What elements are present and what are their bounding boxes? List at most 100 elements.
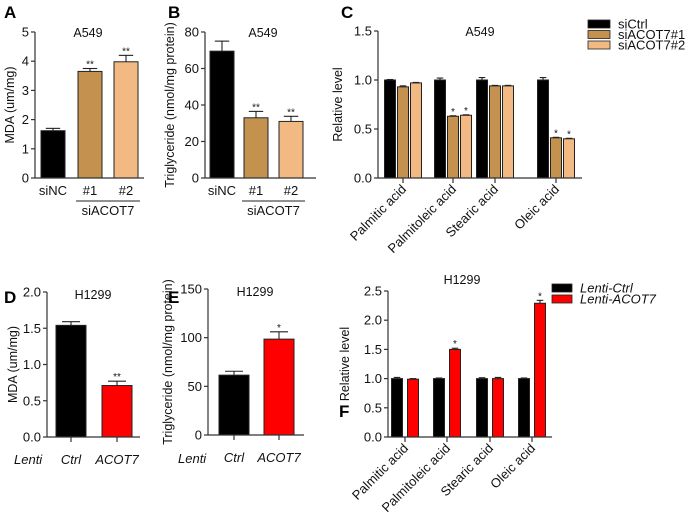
x-tick-label: Oleic acid: [487, 441, 538, 492]
bar: [263, 338, 295, 436]
x-tick-label: ACOT7: [94, 452, 139, 467]
chart-title: A549: [248, 26, 277, 40]
row-label: Lenti: [178, 451, 207, 466]
bar: [476, 79, 488, 179]
y-tick-label: 2: [22, 112, 29, 127]
significance-label: *: [554, 128, 558, 139]
y-tick-label: 1.0: [23, 357, 41, 372]
bar: [489, 85, 501, 179]
legend-label: Lenti-ACOT7: [580, 292, 657, 307]
significance-label: **: [86, 60, 94, 71]
significance-label: *: [567, 129, 571, 140]
y-tick-label: 0.0: [23, 430, 41, 445]
y-tick-label: 1.5: [354, 24, 372, 39]
legend-label: Lenti-Ctrl: [580, 281, 634, 296]
significance-label: **: [252, 102, 260, 113]
bar: [433, 378, 445, 438]
x-tick-label: Ctrl: [224, 450, 245, 465]
bar: [55, 324, 87, 438]
y-tick-label: 60: [185, 61, 199, 76]
y-tick-label: 0.5: [354, 122, 372, 137]
bar: [278, 120, 304, 179]
significance-label: *: [464, 106, 468, 117]
x-tick-label: ACOT7: [256, 450, 301, 465]
y-tick-label: 0.5: [364, 400, 382, 415]
y-tick-label: 3: [22, 83, 29, 98]
x-tick-label: Oleic acid: [511, 182, 562, 233]
bar: [449, 348, 461, 438]
y-tick-label: 4: [22, 54, 29, 69]
bar: [410, 82, 422, 179]
y-tick-label: 1.5: [23, 321, 41, 336]
bar: [397, 86, 409, 179]
y-tick-label: 1.0: [354, 73, 372, 88]
y-axis-label: Relative level: [338, 327, 352, 401]
chart-title: H1299: [444, 273, 481, 287]
bar: [460, 114, 472, 179]
legend-swatch: [587, 19, 611, 29]
y-tick-label: 2.5: [364, 284, 382, 299]
x-tick-label: #2: [284, 183, 298, 198]
bar: [218, 374, 250, 436]
legend-swatch: [587, 30, 611, 39]
legend-swatch: [551, 283, 573, 293]
y-axis-label: Relative level: [331, 67, 345, 141]
y-tick-label: 0: [192, 171, 199, 186]
bar: [563, 138, 575, 179]
bar: [492, 378, 504, 438]
bar: [384, 79, 396, 179]
bar: [534, 302, 546, 438]
legend-swatch: [587, 40, 611, 50]
bar: [77, 70, 103, 179]
chart-panel-E: Ctrl * ACOT7 Lenti 0 50 100 150 Triglyceride (nm…: [161, 279, 304, 466]
y-tick-label: 0: [195, 428, 202, 443]
significance-label: *: [451, 107, 455, 118]
y-axis-label: MDA (um/mg): [6, 326, 20, 403]
significance-label: **: [113, 372, 121, 383]
legend-label: siACOT7#1: [618, 27, 685, 42]
bar: [243, 117, 269, 179]
y-tick-label: 1.0: [364, 371, 382, 386]
significance-label: **: [122, 46, 130, 57]
y-tick-label: 20: [185, 134, 199, 149]
x-tick-label: siNC: [39, 183, 67, 198]
bar: [113, 61, 139, 179]
bar: [537, 79, 549, 179]
panel-letter: D: [4, 288, 16, 307]
x-tick-label: #2: [119, 183, 133, 198]
y-tick-label: 0: [22, 171, 29, 186]
bar: [476, 378, 488, 438]
panel-letter: B: [168, 3, 180, 22]
y-axis-label: MDA (um/mg): [3, 66, 17, 143]
bar: [209, 50, 235, 179]
y-tick-label: 2.0: [364, 313, 382, 328]
group-label: siACOT7: [82, 203, 135, 218]
significance-label: *: [277, 323, 281, 334]
bar: [391, 378, 403, 438]
x-tick-label: Ctrl: [61, 452, 82, 467]
y-tick-label: 2.0: [23, 285, 41, 300]
legend-swatch: [551, 294, 573, 304]
y-axis-label: Triglyceride (nmol/mg protein): [163, 22, 177, 188]
y-tick-label: 40: [185, 98, 199, 113]
y-tick-label: 0.0: [354, 171, 372, 186]
bar: [518, 378, 530, 438]
chart-panel-D: Ctrl ** ACOT7 Lenti 0.0 0.5 1.0 1.5 2.0 MDA (um/m…: [4, 285, 140, 467]
y-tick-label: 50: [188, 379, 202, 394]
bar: [550, 137, 562, 179]
bar: [447, 115, 459, 179]
y-tick-label: 100: [180, 330, 202, 345]
panel-letter: F: [339, 402, 349, 421]
legend-label: siCtrl: [618, 17, 648, 32]
significance-label: *: [538, 291, 542, 302]
bar: [407, 378, 419, 438]
chart-title: H1299: [237, 285, 274, 299]
chart-panel-A: siNC ** #1 ** #2 siACOT7 0 1 2 3 4 5 MDA (um/mg) A549…: [3, 3, 144, 218]
y-tick-label: 0.0: [364, 430, 382, 445]
legend-label: siACOT7#2: [618, 38, 685, 53]
y-tick-label: 150: [180, 282, 202, 297]
y-tick-label: 0.5: [23, 393, 41, 408]
